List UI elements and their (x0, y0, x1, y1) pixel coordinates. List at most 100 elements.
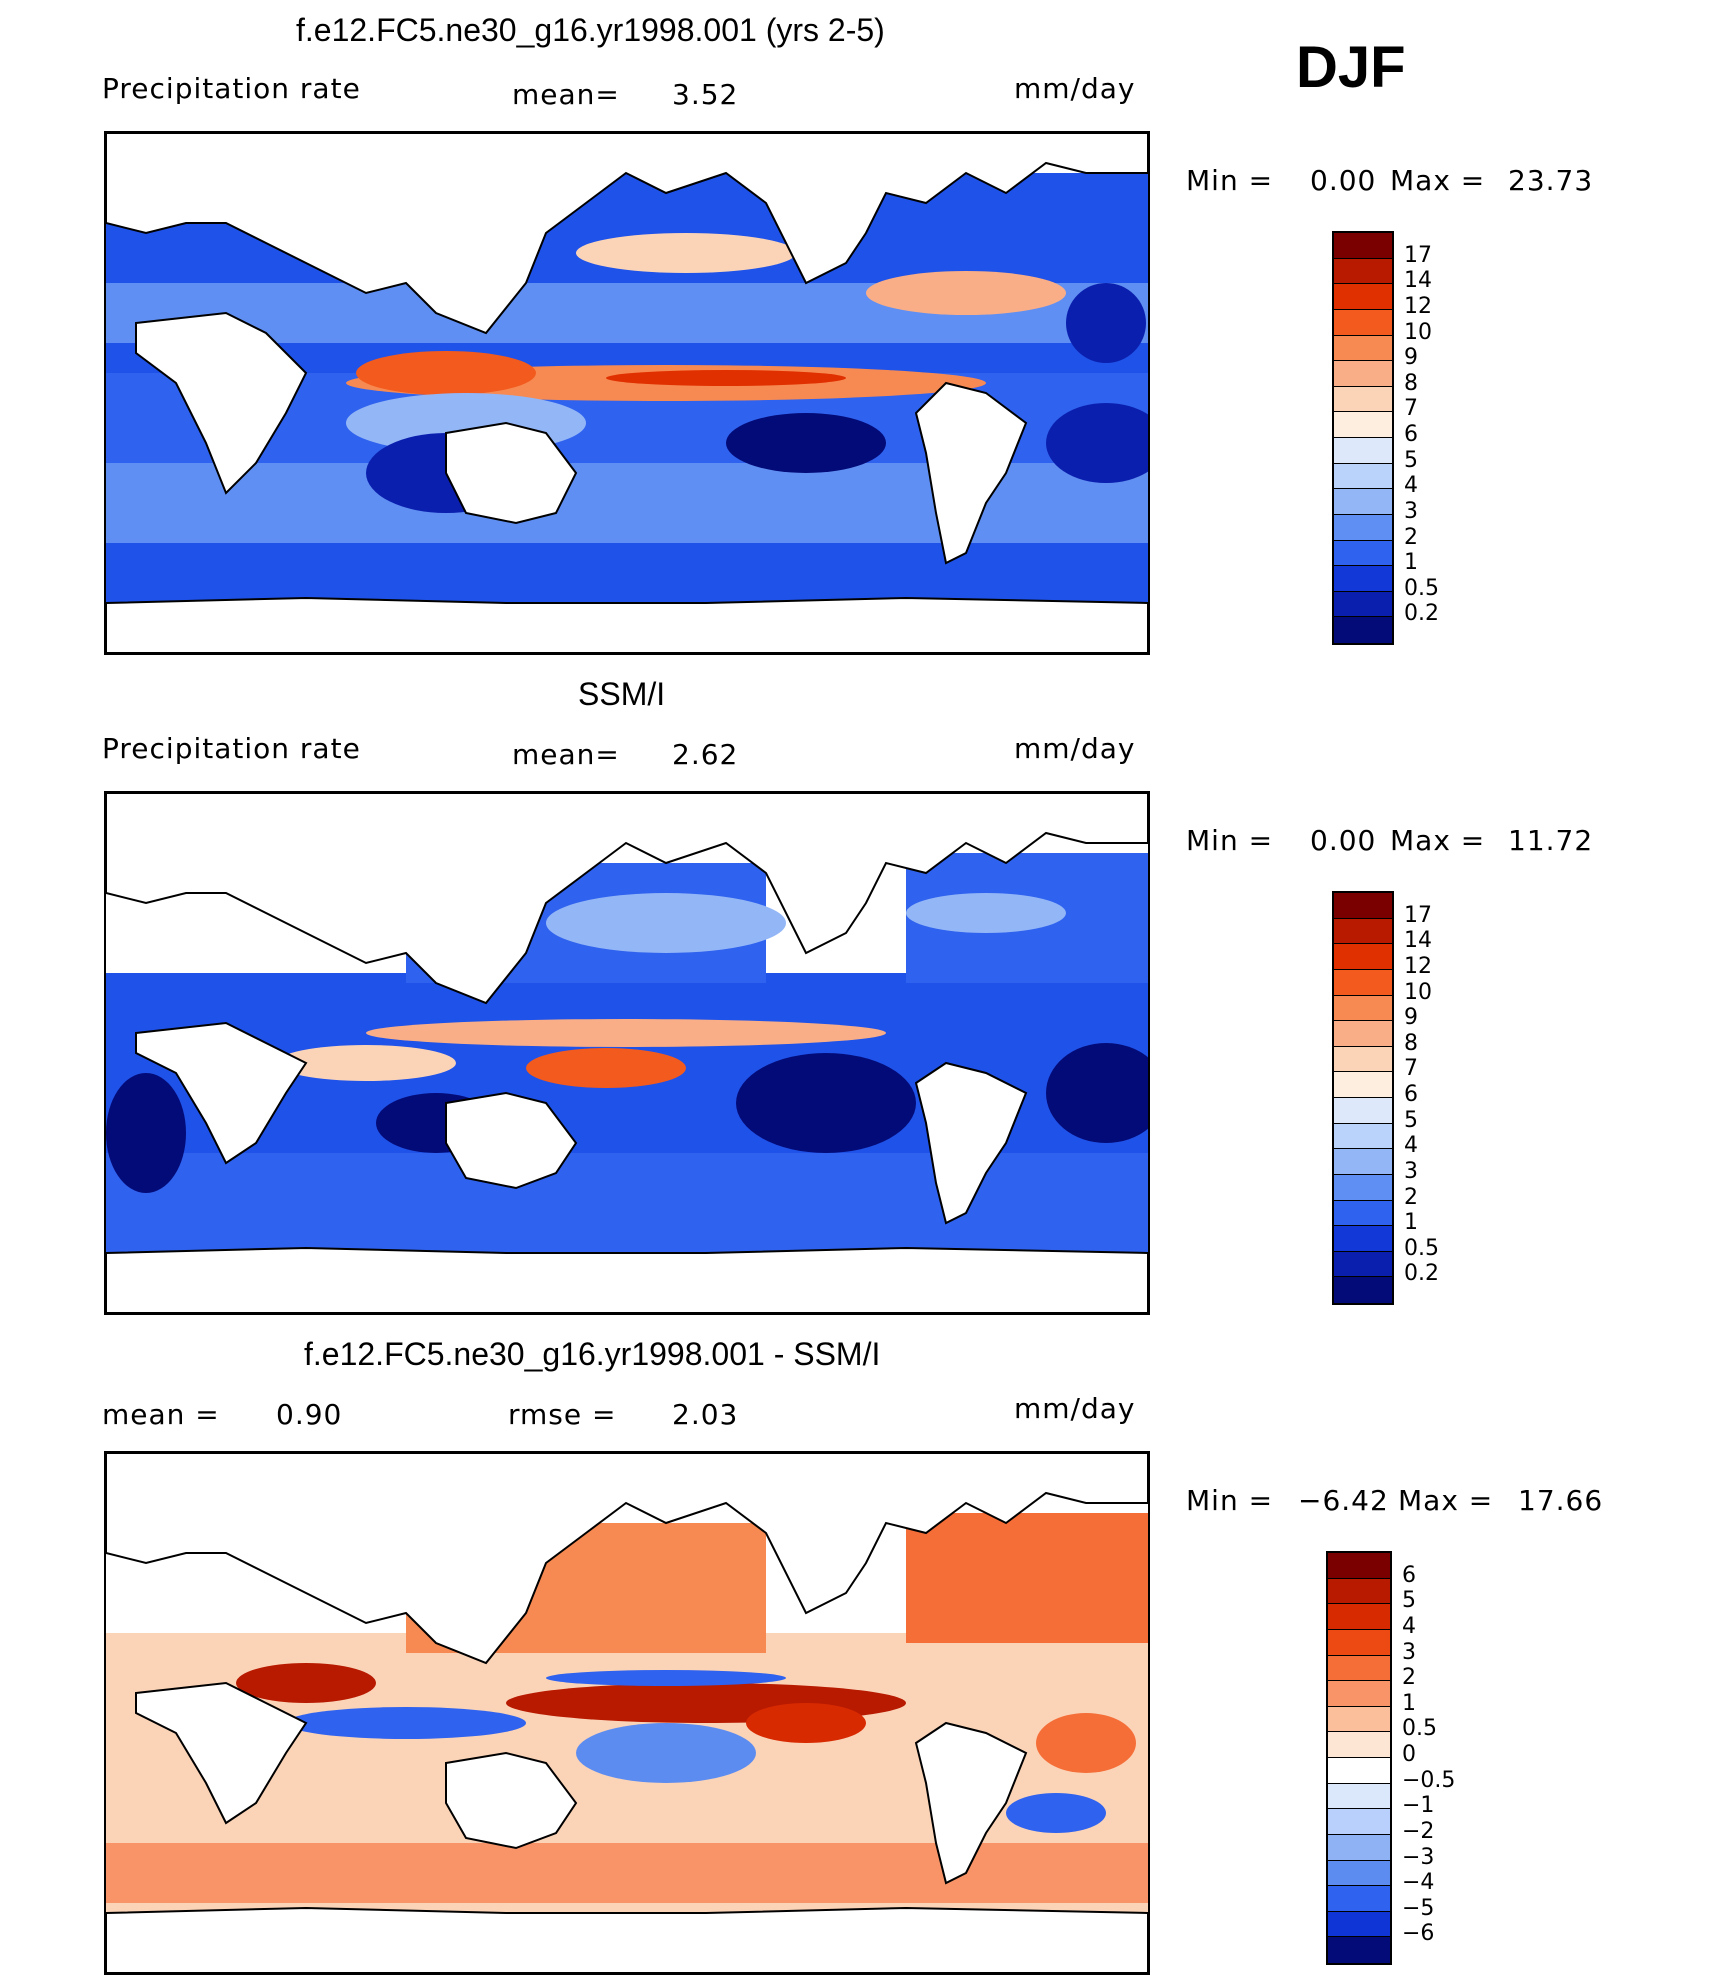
colorbar-tick-label: 12 (1404, 953, 1432, 979)
colorbar-tick-label: −2 (1402, 1818, 1435, 1844)
colorbar-segment (1334, 1149, 1392, 1175)
colorbar-tick-label: 5 (1404, 447, 1418, 473)
colorbar-segment (1328, 1809, 1390, 1835)
colorbar-segment (1328, 1553, 1390, 1579)
colorbar-tick-label: 0.5 (1404, 1235, 1439, 1261)
colorbar-tick-label: 0 (1402, 1742, 1416, 1767)
panel-1-max-value: 23.73 (1508, 164, 1594, 197)
colorbar-segment (1334, 1174, 1392, 1201)
colorbar-segment (1334, 284, 1392, 310)
panel-2-mean-label: mean= (512, 738, 620, 771)
colorbar-tick-label: 7 (1404, 1056, 1418, 1082)
colorbar-segment (1334, 309, 1392, 336)
panel-3-colorbar (1326, 1551, 1392, 1965)
colorbar-tick-label: 1 (1404, 1210, 1418, 1236)
colorbar-tick-label: 10 (1404, 979, 1432, 1005)
colorbar-segment (1334, 918, 1392, 945)
panel-1-colorbar (1332, 231, 1394, 645)
colorbar-segment (1334, 412, 1392, 438)
colorbar-tick-label: 6 (1402, 1562, 1416, 1588)
panel-2-max-value: 11.72 (1508, 824, 1594, 857)
panel-3-min-value: −6.42 (1298, 1484, 1389, 1517)
colorbar-tick-label: 17 (1404, 902, 1432, 928)
panel-2-units: mm/day (1014, 732, 1136, 765)
panel-2-max-label: Max = (1390, 824, 1486, 857)
colorbar-tick-label: 14 (1404, 268, 1432, 294)
season-label: DJF (1296, 35, 1406, 100)
panel-1-title: f.e12.FC5.ne30_g16.yr1998.001 (yrs 2-5) (296, 12, 885, 48)
colorbar-segment (1328, 1681, 1390, 1707)
colorbar-segment (1334, 1123, 1392, 1150)
panel-1-variable-label: Precipitation rate (102, 72, 361, 105)
panel-2-variable-label: Precipitation rate (102, 732, 361, 765)
colorbar-segment (1334, 233, 1392, 259)
colorbar-segment (1328, 1886, 1390, 1912)
colorbar-tick-label: 9 (1404, 1005, 1418, 1031)
colorbar-tick-label: 4 (1402, 1613, 1416, 1639)
colorbar-tick-label: 3 (1404, 498, 1418, 524)
colorbar-segment (1334, 969, 1392, 996)
panel-3-map-svg (106, 1453, 1148, 1973)
colorbar-segment (1334, 540, 1392, 567)
panel-1-max-label: Max = (1390, 164, 1486, 197)
colorbar-segment (1334, 361, 1392, 387)
colorbar-tick-label: 6 (1404, 422, 1418, 447)
colorbar-tick-label: −4 (1402, 1870, 1435, 1896)
colorbar-segment (1328, 1860, 1390, 1887)
panel-2-min-label: Min = (1186, 824, 1274, 857)
colorbar-tick-label: −1 (1402, 1793, 1435, 1819)
panel-2-min-value: 0.00 (1310, 824, 1377, 857)
colorbar-tick-label: 1 (1402, 1690, 1416, 1716)
colorbar-segment (1334, 438, 1392, 464)
colorbar-tick-label: 2 (1404, 524, 1418, 550)
colorbar-segment (1328, 1706, 1390, 1733)
colorbar-tick-label: 0.5 (1404, 575, 1439, 601)
colorbar-tick-label: 2 (1402, 1665, 1416, 1691)
panel-1-mean-label: mean= (512, 78, 620, 111)
colorbar-tick-label: 17 (1404, 242, 1432, 268)
colorbar-segment (1334, 1226, 1392, 1252)
panel-2-title: SSM/I (578, 676, 666, 712)
colorbar-tick-label: 8 (1404, 1030, 1418, 1056)
panel-1-min-label: Min = (1186, 164, 1274, 197)
colorbar-segment (1334, 995, 1392, 1022)
colorbar-tick-label: 9 (1404, 345, 1418, 371)
colorbar-segment (1334, 1098, 1392, 1124)
panel-3-units: mm/day (1014, 1392, 1136, 1425)
colorbar-segment (1328, 1655, 1390, 1682)
colorbar-segment (1334, 1200, 1392, 1227)
colorbar-segment (1334, 386, 1392, 413)
colorbar-segment (1328, 1732, 1390, 1758)
colorbar-tick-label: 3 (1402, 1639, 1416, 1665)
colorbar-segment (1334, 1046, 1392, 1073)
colorbar-tick-label: 0.5 (1402, 1716, 1437, 1742)
colorbar-segment (1328, 1911, 1390, 1938)
panel-3-rmse-label: rmse = (508, 1398, 617, 1431)
panel-3-mean-value: 0.90 (276, 1398, 343, 1431)
panel-3-max-label: Max = (1398, 1484, 1494, 1517)
panel-3-min-label: Min = (1186, 1484, 1274, 1517)
colorbar-tick-label: 3 (1404, 1158, 1418, 1184)
colorbar-segment (1334, 335, 1392, 362)
colorbar-segment (1334, 944, 1392, 970)
colorbar-segment (1334, 258, 1392, 285)
colorbar-segment (1328, 1834, 1390, 1861)
colorbar-segment (1334, 463, 1392, 490)
panel-2-colorbar (1332, 891, 1394, 1305)
colorbar-tick-label: 14 (1404, 928, 1432, 954)
colorbar-segment (1334, 566, 1392, 592)
colorbar-tick-label: 7 (1404, 396, 1418, 422)
panel-1-map-svg (106, 133, 1148, 653)
panel-3-max-value: 17.66 (1518, 1484, 1604, 1517)
colorbar-tick-label: 0.2 (1404, 601, 1439, 627)
colorbar-tick-label: 5 (1404, 1107, 1418, 1133)
colorbar-segment (1334, 489, 1392, 515)
panel-2-mean-value: 2.62 (672, 738, 739, 771)
colorbar-segment (1328, 1937, 1390, 1963)
colorbar-segment (1334, 1072, 1392, 1098)
colorbar-tick-label: 2 (1404, 1184, 1418, 1210)
colorbar-tick-label: 8 (1404, 370, 1418, 396)
colorbar-tick-label: 4 (1404, 1133, 1418, 1159)
panel-3-title: f.e12.FC5.ne30_g16.yr1998.001 - SSM/I (304, 1336, 881, 1372)
colorbar-tick-label: 0.2 (1404, 1261, 1439, 1287)
